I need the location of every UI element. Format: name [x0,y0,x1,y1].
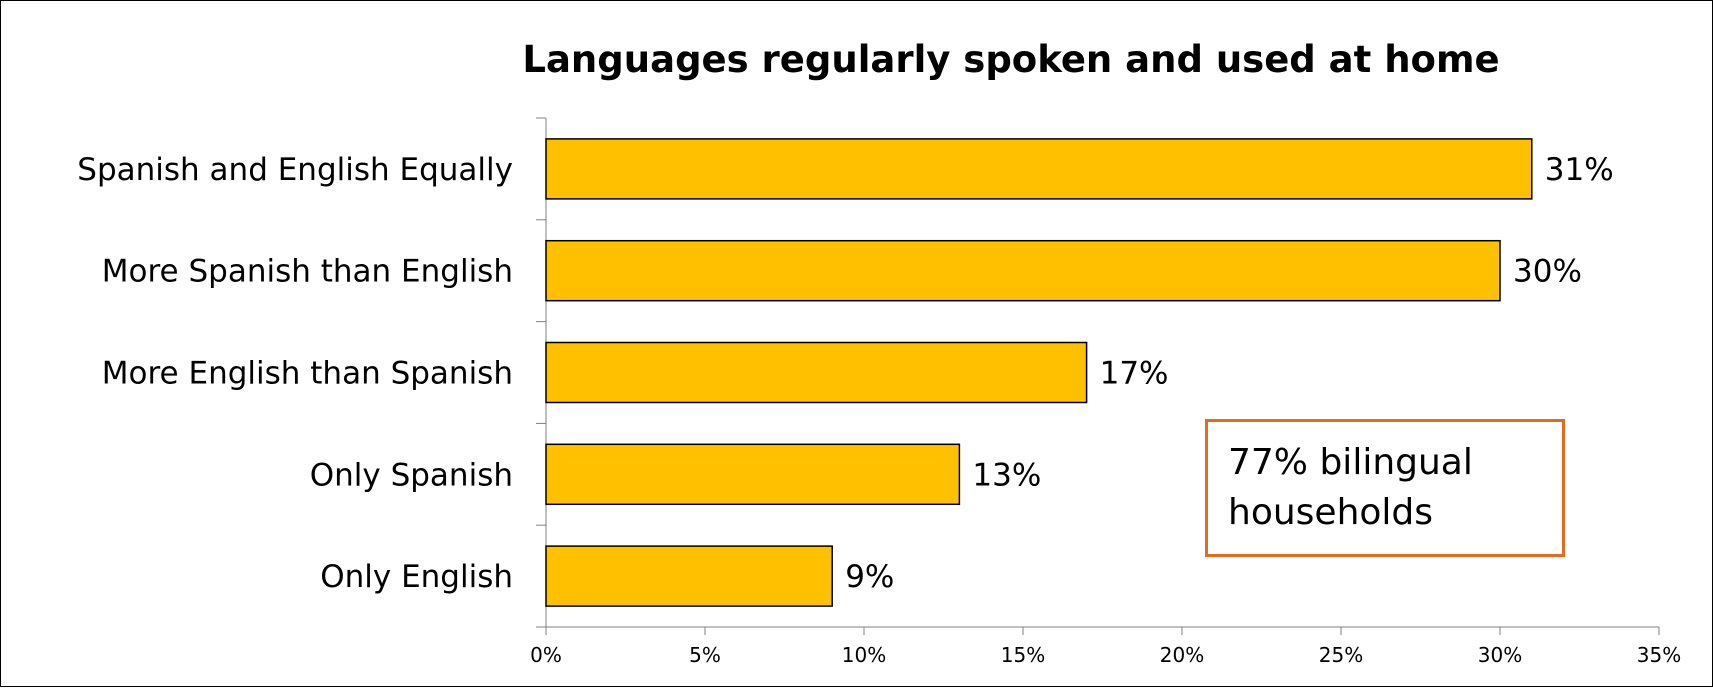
x-tick-label: 10% [842,643,886,667]
bar [545,545,833,607]
data-label: 13% [972,457,1041,493]
bilingual-callout-box: 77% bilingual households [1205,419,1565,557]
bar [545,138,1533,200]
callout-line-2: households [1228,492,1434,533]
category-label: Spanish and English Equally [77,152,513,188]
data-label: 9% [845,559,894,595]
bars-group [545,138,1533,607]
x-tick-label: 25% [1319,643,1363,667]
bar [545,341,1088,404]
callout-line-1: 77% bilingual [1228,442,1473,483]
x-tick-label: 15% [1001,643,1045,667]
category-label: More English than Spanish [102,356,513,392]
category-label: Only English [320,559,513,595]
x-tick-label: 30% [1478,643,1522,667]
x-tick-label: 5% [689,643,721,667]
bar [545,443,961,506]
category-label: More Spanish than English [102,254,513,290]
chart-title: Languages regularly spoken and used at h… [522,38,1499,81]
x-tick-label: 0% [530,643,562,667]
data-label: 31% [1545,152,1614,188]
data-label: 17% [1100,356,1169,392]
labels-group: Spanish and English Equally 31% More Spani… [77,152,1613,595]
data-label: 30% [1513,254,1582,290]
category-label: Only Spanish [310,457,513,493]
bar [545,239,1501,302]
axes: 0% 5% 10% 15% 20% 25% 30% 35% [530,117,1681,667]
x-tick-label: 35% [1637,643,1681,667]
x-tick-label: 20% [1160,643,1204,667]
